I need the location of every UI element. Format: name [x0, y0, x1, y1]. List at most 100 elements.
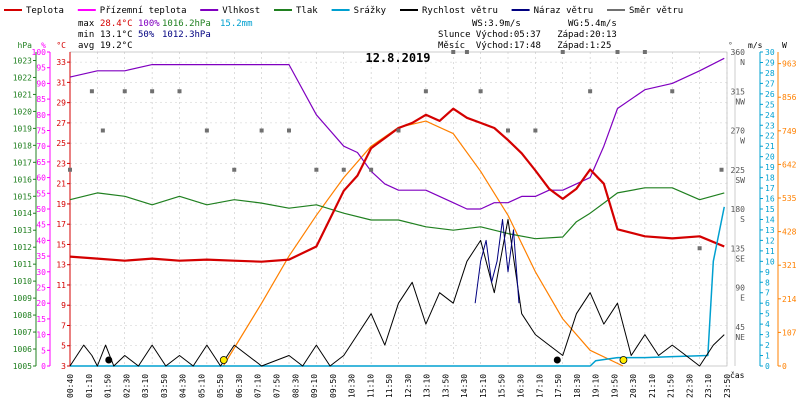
wind-tick-label: 25 [765, 100, 775, 109]
solar-tick-label: 963 [782, 60, 797, 69]
wind-tick-label: 2 [765, 341, 770, 350]
solar-tick-label: 428 [782, 228, 797, 237]
time-tick-label: 05:10 [197, 374, 206, 398]
stat-min-temp: 13.1°C [100, 30, 133, 40]
direction-tick-label: 45 [735, 323, 745, 332]
solar-unit: W [782, 41, 787, 50]
time-tick-label: 13:50 [441, 374, 450, 398]
wind-tick-label: 22 [765, 132, 775, 141]
temperature-tick-label: 29 [56, 99, 66, 108]
legend-label: Srážky [354, 6, 387, 16]
solar-tick-label: 214 [782, 295, 797, 304]
time-tick-label: 14:30 [460, 374, 469, 398]
direction-name-label: NW [735, 97, 745, 106]
moonset-marker [105, 356, 113, 364]
humidity-tick-label: 30 [36, 268, 46, 277]
time-tick-label: 01:10 [85, 374, 94, 398]
wind-tick-label: 9 [765, 268, 770, 277]
humidity-tick-label: 50 [36, 205, 46, 214]
solar-tick-label: 856 [782, 93, 797, 102]
direction-tick-label: 180 [731, 205, 746, 214]
humidity-tick-label: 25 [36, 284, 46, 293]
direction-point [259, 128, 264, 133]
wind-tick-label: 8 [765, 278, 770, 287]
temperature-unit: °C [56, 41, 66, 50]
humidity-tick-label: 40 [36, 236, 46, 245]
wind-tick-label: 6 [765, 299, 770, 308]
temperature-tick-label: 19 [56, 200, 66, 209]
time-tick-label: 07:50 [272, 374, 281, 398]
humidity-tick-label: 85 [36, 95, 46, 104]
series-tlak [69, 187, 725, 240]
time-tick-label: 16:30 [517, 374, 526, 398]
wind-tick-label: 30 [765, 48, 775, 57]
humidity-tick-label: 65 [36, 158, 46, 167]
pressure-tick-label: 1018 [13, 141, 32, 150]
legend-label: Teplota [26, 6, 64, 16]
wind-tick-label: 20 [765, 153, 775, 162]
temperature-tick-label: 13 [56, 261, 66, 270]
temperature-tick-label: 21 [56, 180, 66, 189]
direction-point [68, 167, 72, 172]
pressure-tick-label: 1019 [13, 124, 32, 133]
pressure-tick-label: 1010 [13, 277, 32, 286]
pressure-unit: hPa [18, 41, 33, 50]
humidity-tick-label: 90 [36, 79, 46, 88]
humidity-tick-label: 95 [36, 64, 46, 73]
wind-tick-label: 11 [765, 247, 775, 256]
wind-tick-label: 29 [765, 58, 775, 67]
solar-tick-label: 0 [782, 362, 787, 371]
stats-block: max 28.4°C 100% 1016.2hPa 15.2mm min 13.… [78, 19, 617, 51]
direction-point [464, 50, 469, 54]
stat-wg: WG:5.4m/s [568, 19, 617, 29]
direction-name-label: W [740, 137, 745, 146]
direction-tick-label: 270 [731, 127, 746, 136]
pressure-tick-label: 1014 [13, 209, 32, 218]
wind-tick-label: 13 [765, 226, 775, 235]
stat-max-press: 1016.2hPa [162, 19, 211, 29]
pressure-tick-label: 1015 [13, 192, 32, 201]
grid [69, 51, 728, 367]
time-tick-label: 23:10 [704, 374, 713, 398]
direction-point [177, 89, 182, 94]
time-tick-label: 20:30 [629, 374, 638, 398]
time-tick-label: 21:50 [667, 374, 676, 398]
series-vlhkost [69, 57, 725, 210]
stat-ws: WS:3.9m/s [472, 19, 521, 29]
direction-unit: ° [728, 41, 733, 50]
wind-tick-label: 5 [765, 310, 770, 319]
wind-tick-label: 24 [765, 111, 775, 120]
time-tick-label: 12:30 [404, 374, 413, 398]
sunrise-marker [219, 356, 228, 364]
direction-point [719, 167, 724, 172]
direction-point [560, 50, 565, 54]
series-naraz-vetru [474, 219, 520, 304]
time-tick-label: 15:10 [479, 374, 488, 398]
direction-name-label: N [740, 58, 745, 67]
direction-point [642, 50, 647, 54]
time-tick-label: 00:40 [66, 374, 75, 398]
moonrise-marker [553, 356, 561, 364]
direction-point [232, 167, 237, 172]
legend-label: Směr větru [629, 6, 683, 16]
wind-tick-label: 17 [765, 184, 775, 193]
direction-point [670, 89, 675, 94]
direction-point [423, 89, 428, 94]
temperature-tick-label: 27 [56, 119, 66, 128]
time-unit: čas [730, 370, 745, 380]
time-tick-label: 01:50 [104, 374, 113, 398]
stat-min-press: 1012.3hPa [162, 30, 211, 40]
wind-tick-label: 4 [765, 320, 770, 329]
pressure-tick-label: 1007 [13, 328, 32, 337]
direction-point [122, 89, 127, 94]
stat-avg-temp: 19.2°C [100, 41, 133, 51]
wind-tick-label: 14 [765, 215, 775, 224]
wind-tick-label: 26 [765, 90, 775, 99]
temperature-tick-label: 5 [61, 342, 66, 351]
direction-point [100, 128, 105, 133]
humidity-tick-label: 0 [41, 362, 46, 371]
series-srazky [70, 206, 725, 367]
stat-min-label: min [78, 30, 94, 40]
